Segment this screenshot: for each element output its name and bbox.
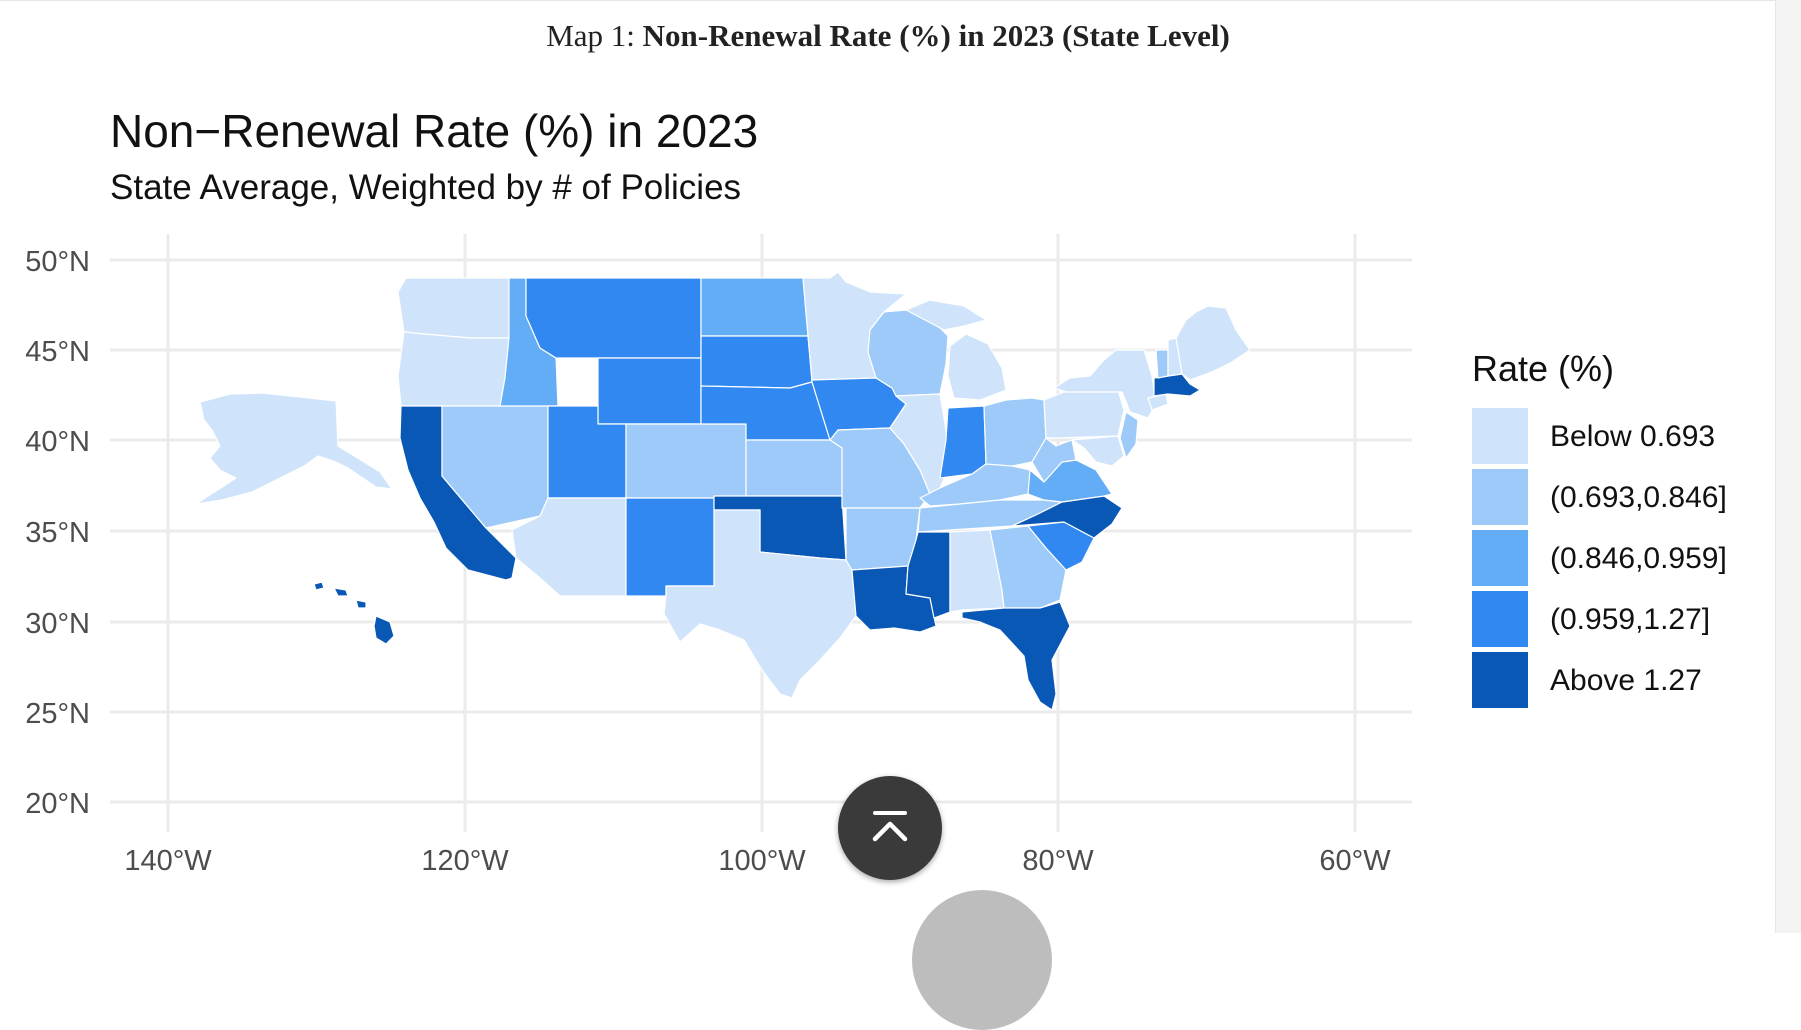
legend-label: (0.693,0.846] bbox=[1550, 481, 1727, 514]
state-texas bbox=[663, 509, 857, 699]
state-new-york bbox=[1053, 349, 1157, 419]
state-south-dakota bbox=[700, 335, 813, 389]
scroll-to-top-button[interactable] bbox=[838, 776, 942, 880]
legend-label: (0.959,1.27] bbox=[1550, 603, 1711, 636]
legend-swatch bbox=[1472, 652, 1528, 708]
caption-prefix: Map 1: bbox=[546, 18, 643, 53]
map-axis-labels: 50°N 45°N 40°N 35°N 30°N 25°N 20°N 140°W 120°W 10… bbox=[25, 246, 1391, 877]
legend-label: Above 1.27 bbox=[1550, 664, 1702, 697]
state-hawaii bbox=[313, 581, 395, 645]
page-frame bbox=[0, 0, 1776, 933]
state-florida bbox=[961, 601, 1071, 711]
map-subtitle: State Average, Weighted by # of Policies bbox=[110, 168, 742, 207]
state-vermont bbox=[1155, 349, 1169, 379]
chevron-up-with-bar-icon bbox=[872, 811, 908, 842]
legend-swatch bbox=[1472, 469, 1528, 525]
state-maryland bbox=[1071, 435, 1125, 467]
lon-tick-label: 100°W bbox=[718, 845, 806, 877]
lat-tick-label: 25°N bbox=[25, 698, 90, 730]
state-washington bbox=[397, 277, 510, 339]
lat-tick-label: 40°N bbox=[25, 426, 90, 458]
state-wyoming bbox=[597, 357, 702, 425]
state-montana bbox=[525, 277, 702, 359]
lat-tick-label: 50°N bbox=[25, 246, 90, 278]
caption-title: Non-Renewal Rate (%) in 2023 (State Leve… bbox=[642, 18, 1230, 53]
lat-tick-label: 20°N bbox=[25, 788, 90, 820]
legend-swatch bbox=[1472, 530, 1528, 586]
state-oregon bbox=[397, 331, 510, 407]
scrollbar-gutter[interactable] bbox=[1776, 0, 1801, 933]
state-north-dakota bbox=[700, 277, 809, 337]
lon-tick-label: 140°W bbox=[124, 845, 212, 877]
lon-tick-label: 60°W bbox=[1319, 845, 1391, 877]
map-title: Non−Renewal Rate (%) in 2023 bbox=[110, 105, 759, 157]
state-north-carolina bbox=[1011, 495, 1123, 539]
lat-tick-label: 30°N bbox=[25, 608, 90, 640]
lon-tick-label: 80°W bbox=[1022, 845, 1094, 877]
legend-title: Rate (%) bbox=[1472, 348, 1615, 389]
legend-label: (0.846,0.959] bbox=[1550, 542, 1727, 575]
choropleth-map: 50°N 45°N 40°N 35°N 30°N 25°N 20°N 140°W 120°W 10… bbox=[25, 234, 1412, 877]
state-pennsylvania bbox=[1043, 389, 1125, 439]
state-alaska bbox=[195, 392, 393, 505]
state-new-jersey bbox=[1119, 411, 1139, 459]
legend-label: Below 0.693 bbox=[1550, 420, 1716, 453]
state-michigan bbox=[905, 299, 1007, 401]
state-new-mexico bbox=[625, 497, 715, 597]
state-west-virginia bbox=[1031, 437, 1077, 483]
state-arkansas bbox=[845, 507, 921, 571]
state-colorado bbox=[625, 423, 747, 499]
figure-caption: Map 1: Non-Renewal Rate (%) in 2023 (Sta… bbox=[0, 18, 1776, 54]
state-maine bbox=[1175, 305, 1251, 381]
legend-swatch bbox=[1472, 591, 1528, 647]
state-kansas bbox=[745, 439, 843, 497]
lat-tick-label: 45°N bbox=[25, 336, 90, 368]
state-shapes bbox=[195, 271, 1251, 711]
lat-tick-label: 35°N bbox=[25, 517, 90, 549]
legend-swatch bbox=[1472, 408, 1528, 464]
floating-action-bubble[interactable] bbox=[912, 890, 1052, 1030]
state-wisconsin bbox=[867, 309, 949, 397]
lon-tick-label: 120°W bbox=[421, 845, 509, 877]
state-indiana bbox=[939, 405, 987, 479]
